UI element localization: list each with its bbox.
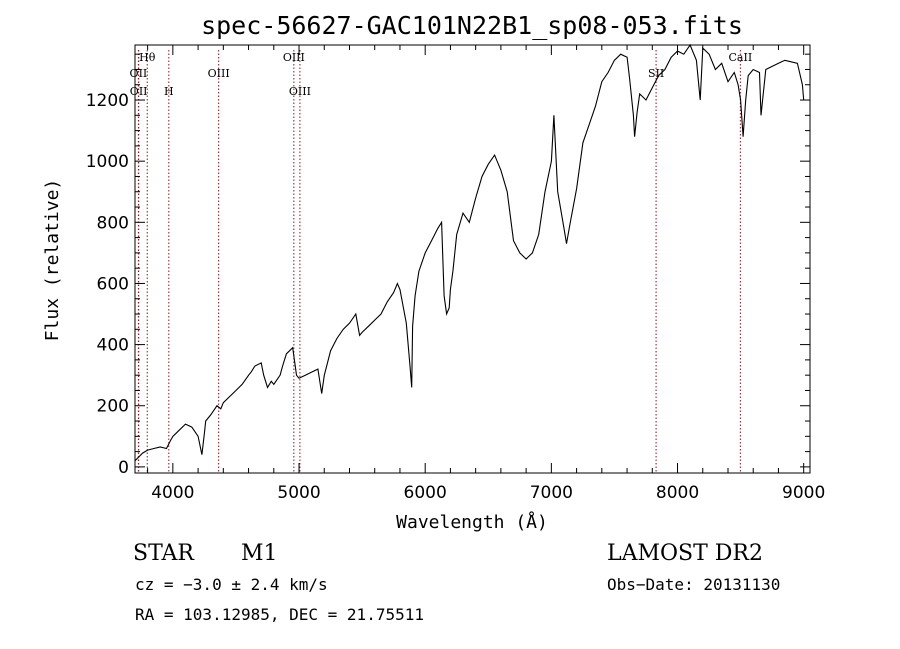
y-tick-label: 1000 (86, 152, 129, 172)
y-tick-label: 600 (97, 274, 129, 294)
x-tick-label: 7000 (530, 483, 573, 503)
x-tick-label: 6000 (404, 483, 447, 503)
emission-line-markers: OII OII Hθ H OIII OIII OIII SII CaII (130, 50, 753, 473)
x-axis-ticks: 4000 5000 6000 7000 8000 9000 (147, 45, 825, 503)
redshift-velocity: cz = −3.0 ± 2.4 km/s (135, 575, 328, 594)
x-tick-label: 9000 (782, 483, 825, 503)
line-marker-label: OIII (283, 51, 305, 64)
x-tick-label: 4000 (151, 483, 194, 503)
spectrum-series-line (134, 43, 805, 462)
y-axis-ticks: 0 200 400 600 800 1000 1200 (86, 53, 810, 478)
line-marker-label: H (164, 85, 174, 98)
y-axis-label: Flux (relative) (42, 179, 63, 342)
line-marker-label: OIII (289, 85, 311, 98)
y-tick-label: 200 (97, 397, 129, 417)
line-marker-label: Hθ (139, 51, 156, 64)
line-marker-label: OII (130, 85, 148, 98)
line-marker-label: CaII (729, 51, 753, 64)
line-marker-label: SII (648, 67, 664, 80)
plot-area-frame (134, 44, 811, 474)
chart-title: spec-56627-GAC101N22B1_sp08-053.fits (201, 11, 743, 40)
object-class: STAR (133, 541, 195, 566)
sky-coordinates: RA = 103.12985, DEC = 21.75511 (135, 605, 424, 624)
survey-name: LAMOST DR2 (607, 541, 763, 566)
object-subclass: M1 (241, 541, 278, 566)
line-marker-label: OII (130, 67, 148, 80)
x-tick-label: 8000 (656, 483, 699, 503)
y-tick-label: 0 (118, 458, 129, 478)
x-tick-label: 5000 (277, 483, 320, 503)
x-axis-label: Wavelength (Å) (396, 511, 548, 533)
y-tick-label: 1200 (86, 91, 129, 111)
y-tick-label: 800 (97, 213, 129, 233)
line-marker-label: OIII (208, 67, 230, 80)
observation-date: Obs−Date: 20131130 (607, 575, 780, 594)
y-tick-label: 400 (97, 336, 129, 356)
